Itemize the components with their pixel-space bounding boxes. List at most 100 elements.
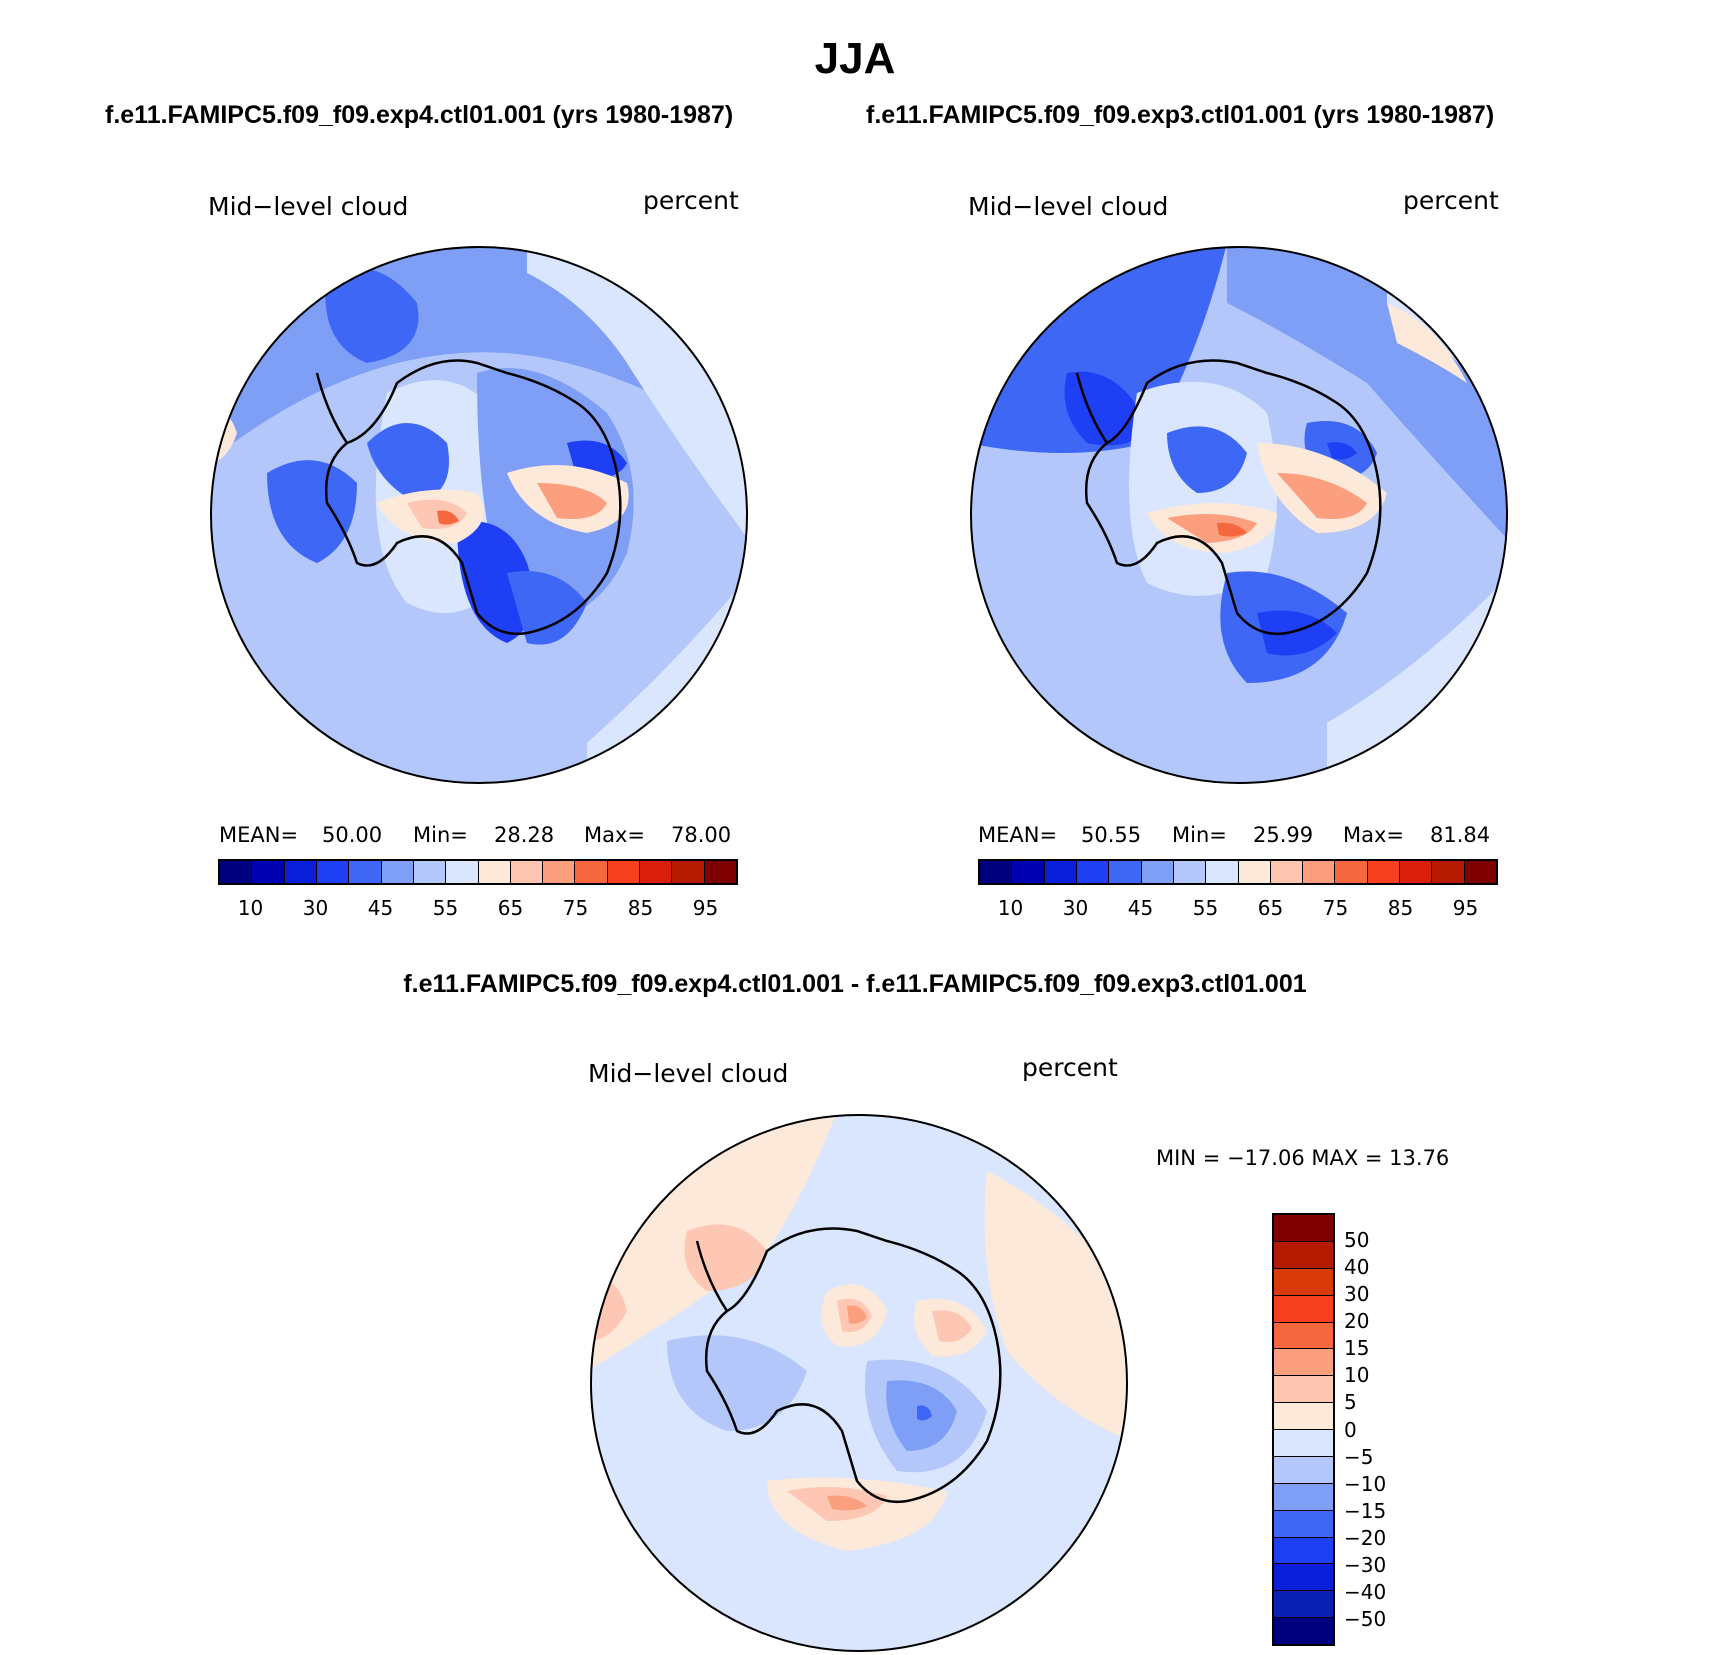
colorbar-tick-label: 95 (692, 896, 719, 920)
colorbar-swatch (1269, 861, 1303, 883)
colorbar-swatch (1274, 1455, 1333, 1483)
colorbar-tick-label: −50 (1344, 1606, 1387, 1631)
left-polar-map (210, 246, 748, 784)
colorbar-tick-label: 65 (497, 896, 524, 920)
left-colorbar (218, 859, 738, 885)
colorbar-swatch (1274, 1321, 1333, 1349)
diff-units-label: percent (1022, 1053, 1118, 1082)
colorbar-swatch (606, 861, 640, 883)
diff-colorbar (1272, 1213, 1335, 1646)
right-colorbar-ticks: 10 30 45 55 65 75 85 95 (978, 896, 1498, 920)
right-run-title: f.e11.FAMIPC5.f09_f09.exp3.ctl01.001 (yr… (866, 101, 1495, 129)
colorbar-tick-label: 75 (562, 896, 589, 920)
colorbar-swatch (1274, 1240, 1333, 1268)
colorbar-swatch (1334, 861, 1367, 883)
diff-colorbar-ticks: 50 40 30 20 15 10 5 0 −5 −10 −15 −20 −30 −40 −50 (1344, 1213, 1424, 1646)
colorbar-tick-label: −10 (1344, 1471, 1387, 1496)
colorbar-tick-label: −5 (1344, 1444, 1374, 1469)
colorbar-swatch (1140, 861, 1173, 883)
right-min-value: 25.99 (1253, 823, 1314, 847)
right-mean-value: 50.55 (1081, 823, 1142, 847)
right-polar-map (970, 246, 1508, 784)
colorbar-swatch (1172, 861, 1206, 883)
diff-variable-label: Mid−level cloud (588, 1059, 789, 1088)
diff-polar-map (590, 1114, 1128, 1652)
left-colorbar-ticks: 10 30 45 55 65 75 85 95 (218, 896, 738, 920)
colorbar-swatch (1274, 1617, 1333, 1644)
left-units-label: percent (643, 186, 739, 215)
right-min-label: Min= (1172, 823, 1227, 847)
colorbar-swatch (1274, 1536, 1333, 1564)
colorbar-swatch (1108, 861, 1141, 883)
colorbar-swatch (1274, 1509, 1333, 1537)
colorbar-tick-label: 5 (1344, 1390, 1357, 1415)
colorbar-tick-label: −15 (1344, 1498, 1387, 1523)
right-mean-label: MEAN= (978, 823, 1058, 847)
colorbar-swatch (1274, 1402, 1333, 1429)
colorbar-swatch (1043, 861, 1076, 883)
colorbar-tick-label: 0 (1344, 1417, 1357, 1442)
colorbar-swatch (1274, 1482, 1333, 1510)
left-min-label: Min= (413, 823, 468, 847)
colorbar-swatch (1274, 1563, 1333, 1591)
colorbar-swatch (315, 861, 349, 883)
colorbar-swatch (412, 861, 446, 883)
colorbar-tick-label: −40 (1344, 1579, 1387, 1604)
colorbar-swatch (283, 861, 316, 883)
colorbar-swatch (1274, 1294, 1333, 1322)
colorbar-swatch (251, 861, 284, 883)
colorbar-swatch (1274, 1590, 1333, 1618)
right-max-label: Max= (1343, 823, 1405, 847)
colorbar-swatch (1274, 1429, 1333, 1456)
right-units-label: percent (1403, 186, 1499, 215)
colorbar-tick-label: 30 (302, 896, 329, 920)
colorbar-tick-label: 85 (627, 896, 654, 920)
colorbar-tick-label: 45 (367, 896, 394, 920)
diff-run-title: f.e11.FAMIPC5.f09_f09.exp4.ctl01.001 - f… (403, 970, 1307, 998)
right-colorbar (978, 859, 1498, 885)
colorbar-swatch (1399, 861, 1432, 883)
left-mean-label: MEAN= (219, 823, 299, 847)
colorbar-tick-label: 30 (1062, 896, 1089, 920)
right-max-value: 81.84 (1430, 823, 1491, 847)
colorbar-swatch (477, 861, 510, 883)
colorbar-tick-label: 65 (1257, 896, 1284, 920)
colorbar-tick-label: 85 (1387, 896, 1414, 920)
colorbar-tick-label: 75 (1322, 896, 1349, 920)
colorbar-swatch (542, 861, 575, 883)
colorbar-swatch (1366, 861, 1400, 883)
colorbar-swatch (639, 861, 672, 883)
colorbar-swatch (1274, 1348, 1333, 1376)
colorbar-swatch (1075, 861, 1109, 883)
colorbar-swatch (1274, 1267, 1333, 1295)
colorbar-swatch (703, 861, 736, 883)
colorbar-swatch (445, 861, 478, 883)
colorbar-tick-label: 10 (237, 896, 264, 920)
colorbar-swatch (509, 861, 543, 883)
colorbar-swatch (574, 861, 607, 883)
colorbar-tick-label: 55 (1192, 896, 1219, 920)
right-variable-label: Mid−level cloud (968, 192, 1169, 221)
colorbar-swatch (348, 861, 381, 883)
colorbar-tick-label: −20 (1344, 1525, 1387, 1550)
colorbar-tick-label: 55 (432, 896, 459, 920)
colorbar-swatch (1302, 861, 1335, 883)
colorbar-swatch (220, 861, 252, 883)
colorbar-swatch (1274, 1375, 1333, 1403)
left-variable-label: Mid−level cloud (208, 192, 409, 221)
colorbar-tick-label: 15 (1344, 1336, 1370, 1361)
colorbar-tick-label: −30 (1344, 1552, 1387, 1577)
colorbar-tick-label: 95 (1452, 896, 1479, 920)
colorbar-swatch (671, 861, 704, 883)
left-mean-value: 50.00 (322, 823, 383, 847)
colorbar-tick-label: 30 (1344, 1282, 1370, 1307)
colorbar-tick-label: 50 (1344, 1228, 1370, 1253)
colorbar-tick-label: 40 (1344, 1255, 1370, 1280)
colorbar-swatch (1011, 861, 1044, 883)
colorbar-swatch (1274, 1215, 1333, 1241)
left-run-title: f.e11.FAMIPC5.f09_f09.exp4.ctl01.001 (yr… (105, 101, 734, 129)
colorbar-tick-label: 20 (1344, 1309, 1370, 1334)
season-title: JJA (814, 34, 896, 83)
colorbar-swatch (380, 861, 413, 883)
colorbar-tick-label: 10 (1344, 1363, 1370, 1388)
